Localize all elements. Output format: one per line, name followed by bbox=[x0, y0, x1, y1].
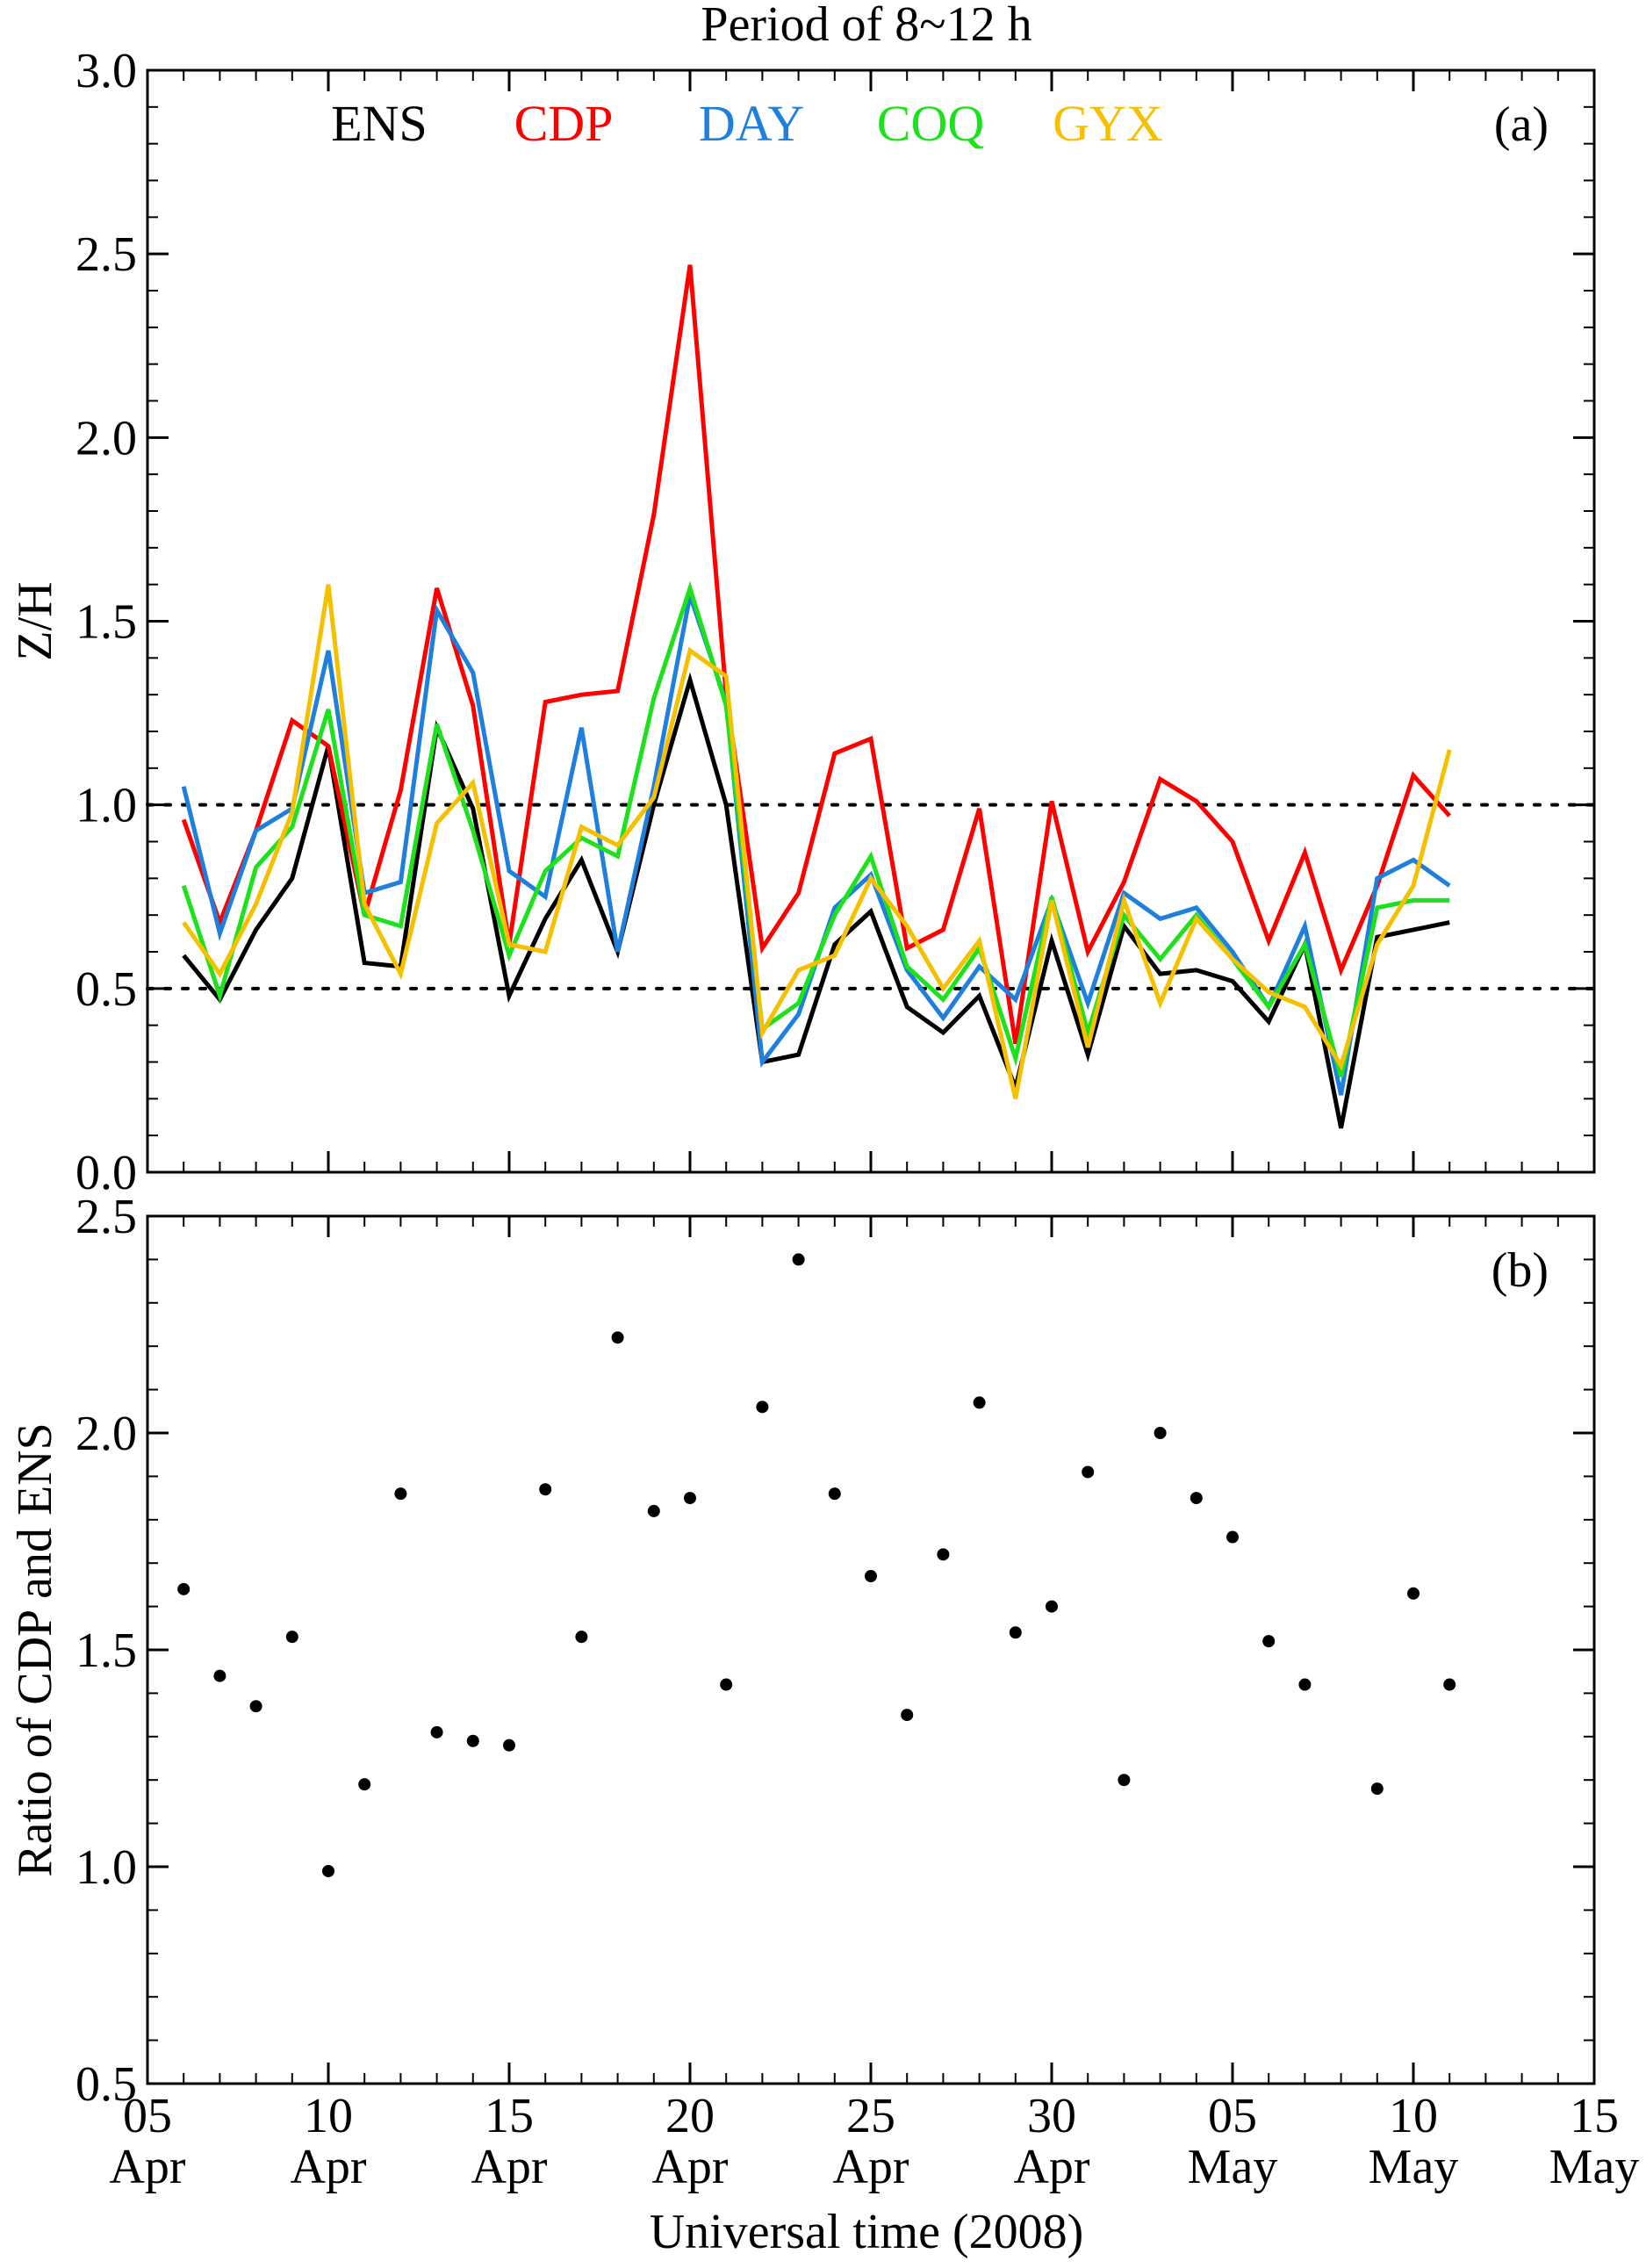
x-tick-label-month: Apr bbox=[651, 2140, 728, 2194]
x-tick-label-month: Apr bbox=[1013, 2140, 1089, 2194]
scatter-point bbox=[684, 1492, 696, 1505]
scatter-point bbox=[1226, 1530, 1239, 1544]
scatter-point bbox=[720, 1678, 733, 1691]
scatter-point bbox=[1009, 1626, 1022, 1639]
scatter-point bbox=[937, 1548, 950, 1561]
x-tick-label-month: May bbox=[1369, 2140, 1459, 2194]
scatter-point bbox=[322, 1864, 334, 1877]
x-tick-label-day: 15 bbox=[1570, 2089, 1619, 2143]
x-tick-label-day: 15 bbox=[485, 2089, 534, 2143]
panel-label-a: (a) bbox=[1494, 97, 1549, 152]
scatter-point bbox=[466, 1734, 479, 1747]
scatter-point bbox=[1407, 1587, 1420, 1600]
legend-day: DAY bbox=[699, 95, 804, 152]
legend-ens: ENS bbox=[331, 95, 428, 152]
plot-frame-b bbox=[146, 1214, 1596, 2085]
y-tick-label-a: 0.0 bbox=[75, 1146, 137, 1200]
scatter-point bbox=[1154, 1427, 1167, 1439]
x-tick-label-month: Apr bbox=[471, 2140, 547, 2194]
y-tick-label-a: 0.5 bbox=[75, 962, 137, 1017]
scatter-point bbox=[1262, 1635, 1276, 1648]
series-line-gyx bbox=[182, 584, 1452, 1099]
scatter-point bbox=[575, 1631, 588, 1644]
scatter-point bbox=[865, 1570, 877, 1583]
scatter-point bbox=[1118, 1774, 1131, 1787]
y-tick-label-a: 1.5 bbox=[75, 595, 137, 650]
scatter-point bbox=[901, 1709, 914, 1722]
scatter-point bbox=[1046, 1600, 1058, 1613]
x-tick-label-day: 10 bbox=[304, 2089, 353, 2143]
y-tick-label-b: 1.0 bbox=[75, 1840, 137, 1895]
scatter-point bbox=[756, 1400, 769, 1414]
scatter-point bbox=[973, 1396, 986, 1409]
series-line-day bbox=[181, 587, 1451, 1096]
scatter-point bbox=[1190, 1492, 1203, 1505]
scatter-point bbox=[611, 1331, 624, 1344]
scatter-point bbox=[430, 1725, 443, 1739]
scatter-point bbox=[539, 1483, 552, 1496]
y-tick-label-a: 1.0 bbox=[75, 779, 137, 833]
x-tick-label-day: 30 bbox=[1027, 2089, 1076, 2143]
series-line-ens bbox=[182, 672, 1450, 1129]
scatter-point bbox=[213, 1669, 226, 1682]
scatter-point bbox=[503, 1739, 515, 1752]
y-axis-title-b: Ratio of CDP and ENS bbox=[8, 1422, 62, 1876]
y-tick-label-b: 2.0 bbox=[75, 1407, 137, 1461]
scatter-point bbox=[828, 1487, 841, 1501]
x-tick-label-day: 05 bbox=[123, 2089, 172, 2143]
panel-label-b: (b) bbox=[1491, 1243, 1549, 1298]
scatter-point bbox=[647, 1504, 660, 1517]
x-tick-label-day: 05 bbox=[1208, 2089, 1257, 2143]
scatter-point bbox=[1298, 1678, 1312, 1691]
y-tick-label-a: 2.5 bbox=[75, 227, 137, 282]
scatter-point bbox=[1443, 1678, 1456, 1691]
scatter-point bbox=[1082, 1465, 1095, 1479]
panel-a-zh-ratio: 0.0 0.5 1.0 1.5 2.0 2.5 3.0 Z/H (a) ENS CDP DAY COQ G… bbox=[8, 44, 1596, 1200]
y-tick-label-b: 0.5 bbox=[75, 2057, 137, 2112]
x-tick-label-month: May bbox=[1188, 2140, 1278, 2194]
scatter-point bbox=[792, 1253, 805, 1266]
plot-frame-a bbox=[146, 68, 1596, 1174]
x-tick-label-day: 10 bbox=[1389, 2089, 1438, 2143]
y-tick-label-b: 1.5 bbox=[75, 1624, 137, 1678]
scatter-point bbox=[394, 1487, 407, 1501]
x-tick-label-month: Apr bbox=[290, 2140, 366, 2194]
y-tick-label-a: 2.0 bbox=[75, 411, 137, 465]
scatter-point bbox=[177, 1582, 190, 1595]
scatter-point bbox=[1370, 1782, 1384, 1796]
x-tick-label-day: 25 bbox=[846, 2089, 895, 2143]
x-tick-label-month: Apr bbox=[832, 2140, 909, 2194]
y-tick-label-a: 3.0 bbox=[75, 44, 137, 98]
x-tick-label-day: 20 bbox=[665, 2089, 715, 2143]
legend-coq: COQ bbox=[877, 95, 984, 152]
x-tick-label-month: Apr bbox=[109, 2140, 185, 2194]
y-axis-title-a: Z/H bbox=[8, 581, 62, 660]
scatter-point bbox=[358, 1778, 371, 1791]
legend-cdp: CDP bbox=[514, 95, 614, 152]
y-tick-label-b: 2.5 bbox=[75, 1190, 137, 1244]
legend-gyx: GYX bbox=[1053, 95, 1163, 152]
figure-title: Period of 8~12 h bbox=[701, 0, 1031, 52]
scatter-point bbox=[249, 1700, 262, 1713]
panel-b-cdp-ens-ratio: 0.5 1.0 1.5 2.0 2.5 Ratio of CDP and ENS (b) bbox=[8, 1190, 1596, 2112]
scatter-point bbox=[285, 1631, 298, 1644]
x-tick-label-month: May bbox=[1549, 2140, 1640, 2194]
series-line-cdp bbox=[181, 264, 1452, 1044]
x-axis-title: Universal time (2008) bbox=[650, 2205, 1084, 2259]
